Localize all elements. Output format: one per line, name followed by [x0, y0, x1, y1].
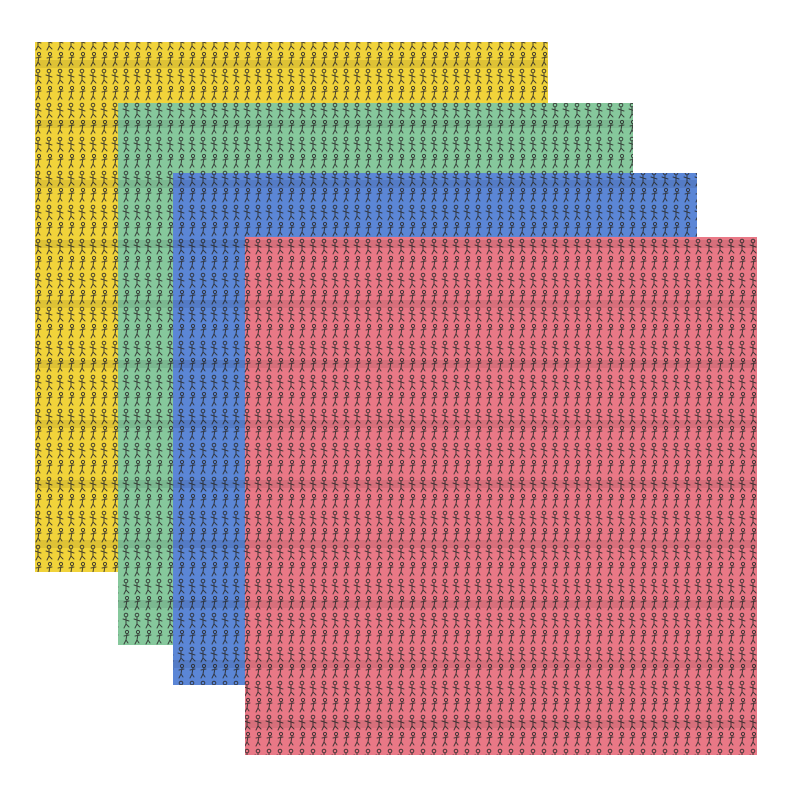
napkin-stack [35, 42, 757, 755]
napkin-shade [245, 237, 757, 755]
napkin [245, 237, 757, 755]
